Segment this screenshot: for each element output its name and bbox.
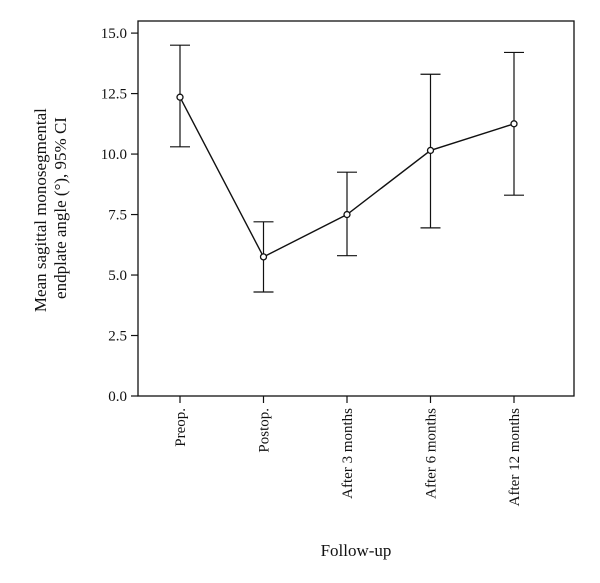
data-markers [176,93,518,261]
data-point [343,210,351,219]
y-tick-label: 2.5 [108,329,127,345]
y-tick-label: 7.5 [108,208,127,224]
x-tick-label: Preop. [173,408,189,447]
y-tick-label: 12.5 [101,87,127,103]
data-point [426,146,435,155]
y-tick-label: 10.0 [101,147,127,163]
y-axis-title-line-2: endplate angle (°), 95% CI [51,117,70,299]
x-tick-label: After 6 months [424,408,440,499]
y-axis-title: Mean sagittal monosegmental endplate ang… [31,104,70,312]
y-tick-label: 0.0 [108,389,127,405]
data-point [259,253,268,261]
data-point [510,120,518,128]
y-tick-label: 5.0 [108,268,127,284]
error-bars [170,44,524,293]
x-axis: Preop. Postop. After 3 months After 6 month… [173,396,523,506]
x-tick-label: Postop. [257,408,273,453]
data-point [176,93,184,101]
y-axis: 0.0 2.5 5.0 7.5 10.0 12.5 15.0 [101,26,138,405]
y-tick-label: 15.0 [101,26,127,42]
y-axis-title-line-1: Mean sagittal monosegmental [31,108,50,312]
plot-frame [137,20,575,397]
x-axis-title: Follow-up [321,541,392,560]
x-tick-label: After 3 months [340,408,356,499]
x-tick-label: After 12 months [507,408,523,506]
